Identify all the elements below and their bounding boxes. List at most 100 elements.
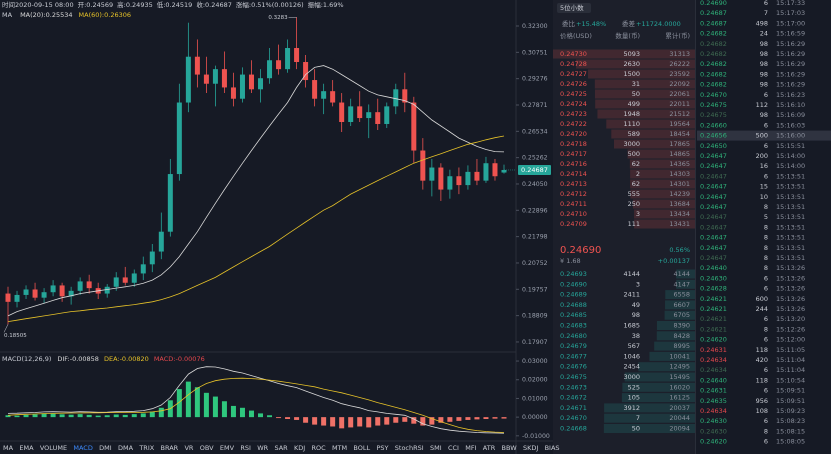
indicator-tab[interactable]: BRAR xyxy=(160,444,178,452)
candle-body xyxy=(303,62,309,81)
depth-bar xyxy=(606,119,695,129)
indicator-tab[interactable]: ROC xyxy=(311,444,326,452)
legend-entry: MA(20):0.25534 xyxy=(20,11,72,19)
indicator-tab[interactable]: PSY xyxy=(376,444,388,452)
macd-bar xyxy=(32,414,38,418)
indicator-tab[interactable]: VOLUME xyxy=(40,444,67,452)
order-price: 0.24728 xyxy=(560,60,587,68)
depth-bar xyxy=(630,179,695,189)
low-annotation: 0.18505 xyxy=(4,333,27,339)
trade-price: 0.24630 xyxy=(700,417,727,425)
trade-time: 15:13:51 xyxy=(776,254,805,262)
macd-bar xyxy=(221,401,227,418)
trade-price: 0.24621 xyxy=(700,325,727,333)
order-price: 0.24718 xyxy=(560,140,587,148)
order-cumulative: 19564 xyxy=(669,120,690,128)
order-price: 0.24679 xyxy=(560,342,587,350)
trade-amount: 24 xyxy=(760,30,768,38)
y-tick-label: 0.26534 xyxy=(522,128,548,135)
candle-body xyxy=(420,150,426,181)
candle-body xyxy=(438,167,444,190)
decimals-dropdown[interactable] xyxy=(557,3,591,13)
macd-bar xyxy=(303,417,309,423)
indicator-tab[interactable]: EMV xyxy=(220,444,235,452)
indicator-tab[interactable]: BOLL xyxy=(353,444,370,452)
trade-time: 15:08:23 xyxy=(776,417,805,425)
indicator-tab[interactable]: RSI xyxy=(240,444,251,452)
indicator-tab[interactable]: WR xyxy=(257,444,268,452)
trade-amount: 98 xyxy=(760,40,768,48)
indicator-tab[interactable]: DMA xyxy=(118,444,134,452)
macd-bar xyxy=(348,417,354,428)
candle-body xyxy=(285,48,291,70)
depth-bar xyxy=(576,59,695,69)
indicator-tab[interactable]: MFI xyxy=(465,444,476,452)
last-change-pct: 0.56% xyxy=(669,246,690,254)
depth-bar xyxy=(630,169,695,179)
depth-bar xyxy=(629,159,695,169)
depth-bar xyxy=(624,372,695,382)
trade-price: 0.24647 xyxy=(700,193,727,201)
indicator-tab[interactable]: OBV xyxy=(200,444,214,452)
indicator-tab[interactable]: DMI xyxy=(99,444,112,452)
trade-price: 0.24687 xyxy=(700,19,727,27)
candle-body xyxy=(366,112,372,119)
indicator-tab[interactable]: KDJ xyxy=(294,444,305,452)
candle-body xyxy=(77,281,83,291)
order-cumulative: 16020 xyxy=(669,383,690,391)
trade-price: 0.24640 xyxy=(700,264,727,272)
depth-bar xyxy=(597,109,695,119)
order-cumulative: 4144 xyxy=(673,270,690,278)
depth-bar xyxy=(588,69,695,79)
order-price: 0.24670 xyxy=(560,414,587,422)
indicator-tab[interactable]: SKDJ xyxy=(523,444,538,452)
indicator-tab[interactable]: VR xyxy=(184,444,193,452)
decimals-label[interactable]: 5位小数 xyxy=(560,3,584,12)
trade-time: 15:13:51 xyxy=(776,223,805,231)
y-tick-label: 0.18809 xyxy=(522,313,548,320)
low-marker xyxy=(3,324,9,333)
indicator-tab[interactable]: SAR xyxy=(274,444,288,452)
indicator-tab[interactable]: BBW xyxy=(502,444,518,452)
trade-price: 0.24650 xyxy=(700,142,727,150)
indicator-tab[interactable]: EMA xyxy=(19,444,34,452)
macd-bar xyxy=(402,417,408,422)
trade-price: 0.24631 xyxy=(700,387,727,395)
indicator-tab[interactable]: BIAS xyxy=(545,444,560,452)
candle-body xyxy=(68,290,74,297)
order-cumulative: 8390 xyxy=(673,322,690,330)
macd-bar xyxy=(5,415,11,418)
legend-entry: MACD:-0.00076 xyxy=(154,355,205,363)
trade-price: 0.24675 xyxy=(700,111,727,119)
trade-time: 15:16:00 xyxy=(776,132,805,140)
indicator-tab[interactable]: SMI xyxy=(430,444,442,452)
trade-price: 0.24621 xyxy=(700,305,727,313)
indicator-tab[interactable]: CCI xyxy=(448,444,459,452)
order-amount: 50 xyxy=(632,425,640,433)
indicator-tab[interactable]: TRIX xyxy=(138,444,154,452)
macd-bar xyxy=(122,414,128,418)
order-price: 0.24672 xyxy=(560,394,587,402)
trade-price: 0.24647 xyxy=(700,162,727,170)
order-cumulative: 6607 xyxy=(673,301,690,309)
order-amount: 3000 xyxy=(623,140,640,148)
trade-price: 0.24620 xyxy=(700,336,727,344)
order-amount: 250 xyxy=(628,200,640,208)
indicator-tab[interactable]: StochRSI xyxy=(395,444,424,452)
order-cumulative: 14303 xyxy=(669,170,690,178)
candle-body xyxy=(267,60,273,79)
depth-bar xyxy=(654,341,695,351)
y-tick-label: 0.21798 xyxy=(522,234,548,241)
trade-time: 15:08:15 xyxy=(776,427,805,435)
indicator-tab[interactable]: MTM xyxy=(332,444,347,452)
indicator-tab[interactable]: MA xyxy=(3,444,14,452)
trade-time: 15:12:00 xyxy=(776,336,805,344)
trade-price: 0.24682 xyxy=(700,40,727,48)
trade-time: 15:09:51 xyxy=(776,397,805,405)
depth-bar xyxy=(553,49,695,59)
indicator-tab[interactable]: ATR xyxy=(483,444,496,452)
order-cumulative: 8428 xyxy=(673,332,690,340)
indicator-tab[interactable]: MACD xyxy=(73,444,92,452)
candle-body xyxy=(276,60,282,70)
trade-time: 15:16:09 xyxy=(776,111,805,119)
